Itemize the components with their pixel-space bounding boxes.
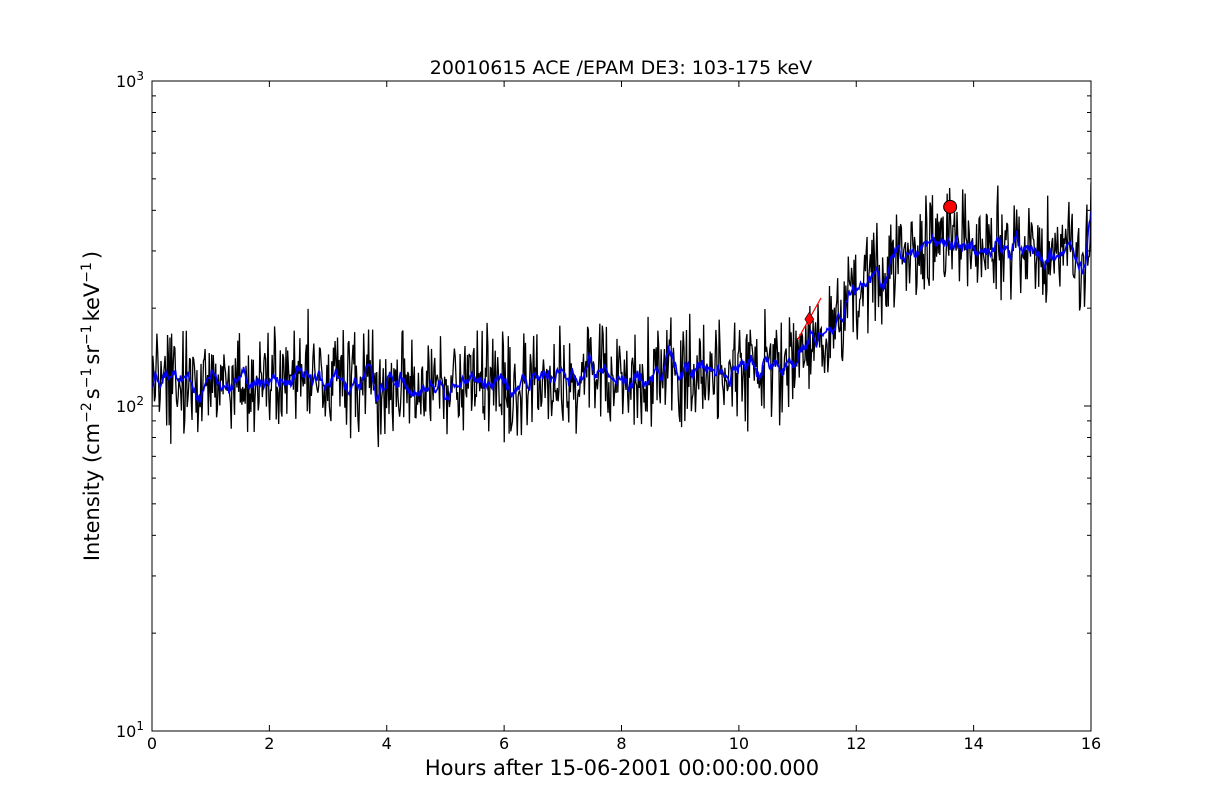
chart-title: 20010615 ACE /EPAM DE3: 103-175 keV bbox=[430, 57, 812, 79]
y-label-exp1: −2 bbox=[79, 402, 95, 423]
x-tick-label: 10 bbox=[729, 734, 749, 753]
x-axis: 0 2 4 6 8 10 12 14 16 bbox=[147, 81, 1101, 753]
x-axis-label: Hours after 15-06-2001 00:00:00.000 bbox=[425, 756, 819, 780]
y-axis: 101 102 103 bbox=[116, 69, 1091, 741]
y-tick-label: 102 bbox=[116, 394, 144, 416]
peak-marker bbox=[943, 199, 958, 214]
plot-frame bbox=[151, 80, 1092, 732]
x-tick-label: 4 bbox=[382, 734, 392, 753]
x-tick-label: 6 bbox=[499, 734, 509, 753]
y-label-mid1: s bbox=[80, 388, 104, 399]
x-tick-label: 12 bbox=[846, 734, 866, 753]
y-axis-label: Intensity (cm−2s−1sr−1keV−1) bbox=[79, 251, 104, 561]
y-label-mid2: sr bbox=[80, 345, 104, 365]
x-tick-label: 2 bbox=[264, 734, 274, 753]
y-label-prefix: Intensity (cm bbox=[80, 423, 104, 561]
plot-area bbox=[151, 80, 1092, 732]
series-line-0 bbox=[152, 182, 1091, 448]
y-tick-label: 101 bbox=[116, 719, 144, 741]
series-line-1 bbox=[152, 210, 1091, 404]
y-label-exp4: −1 bbox=[79, 262, 95, 283]
y-label-mid3: keV bbox=[80, 282, 104, 321]
y-tick-label: 103 bbox=[116, 69, 144, 91]
x-tick-label: 0 bbox=[147, 734, 157, 753]
y-label-exp2: −1 bbox=[79, 368, 95, 389]
x-tick-label: 16 bbox=[1081, 734, 1101, 753]
x-tick-label: 8 bbox=[616, 734, 626, 753]
x-tick-label: 14 bbox=[963, 734, 983, 753]
onset-marker bbox=[804, 311, 815, 327]
y-label-suffix: ) bbox=[80, 251, 104, 259]
y-label-exp3: −1 bbox=[79, 324, 95, 345]
